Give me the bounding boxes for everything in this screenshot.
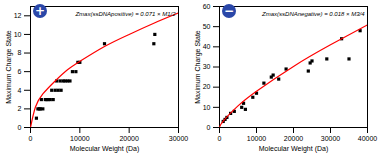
svg-text:20: 20 — [203, 83, 211, 90]
svg-text:2: 2 — [18, 105, 22, 112]
svg-text:Molecular Weight (Da): Molecular Weight (Da) — [259, 145, 329, 153]
svg-text:30000: 30000 — [321, 135, 341, 142]
svg-text:20000: 20000 — [284, 135, 304, 142]
svg-text:12: 12 — [14, 12, 22, 19]
svg-text:0: 0 — [29, 135, 33, 142]
svg-text:40000: 40000 — [358, 135, 378, 142]
svg-text:Zmax(ssDNApositive) = 0.071 ×: Zmax(ssDNApositive) = 0.071 × M1/2 — [74, 11, 176, 17]
svg-text:8: 8 — [18, 49, 22, 56]
svg-text:20000: 20000 — [119, 135, 139, 142]
svg-text:Maximum Charge State: Maximum Charge State — [5, 30, 13, 104]
svg-text:10: 10 — [203, 104, 211, 111]
svg-text:50: 50 — [203, 23, 211, 30]
svg-text:0: 0 — [207, 124, 211, 131]
svg-text:10000: 10000 — [70, 135, 90, 142]
svg-text:Maximum Charge State: Maximum Charge State — [194, 30, 202, 104]
svg-text:6: 6 — [18, 68, 22, 75]
svg-text:10000: 10000 — [247, 135, 267, 142]
svg-text:10: 10 — [14, 31, 22, 38]
svg-text:0: 0 — [218, 135, 222, 142]
svg-text:40: 40 — [203, 43, 211, 50]
svg-text:Molecular Weight (Da): Molecular Weight (Da) — [70, 145, 140, 153]
svg-text:Zmax(ssDNAnegative) = 0.018 ×: Zmax(ssDNAnegative) = 0.018 × M3/4 — [261, 11, 365, 17]
svg-text:0: 0 — [18, 124, 22, 131]
svg-text:4: 4 — [18, 87, 22, 94]
svg-text:30000: 30000 — [169, 135, 189, 142]
svg-text:60: 60 — [203, 3, 211, 10]
svg-text:30: 30 — [203, 63, 211, 70]
